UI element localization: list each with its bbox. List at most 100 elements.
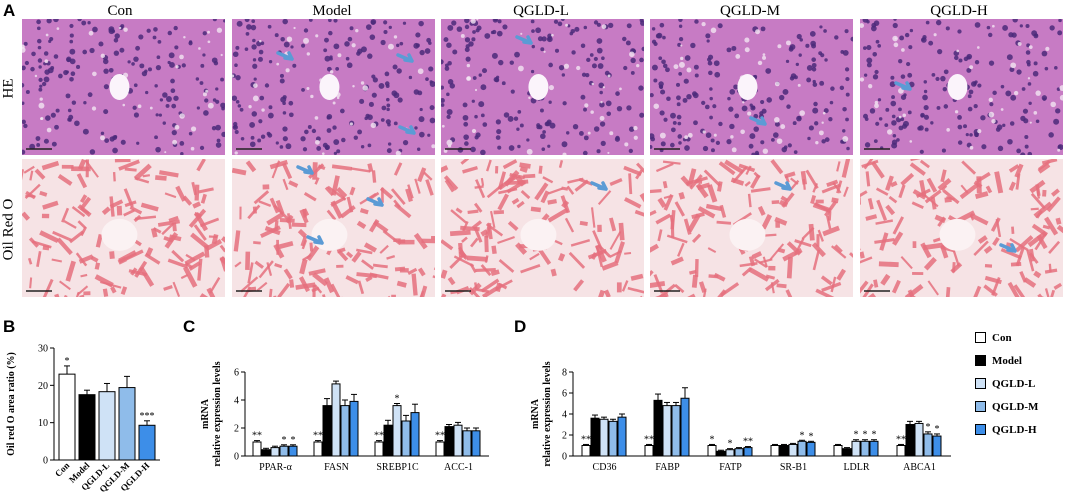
tissue-strand — [161, 222, 175, 236]
tissue-strand — [564, 217, 575, 233]
nucleus — [678, 36, 684, 42]
vacuole — [387, 43, 394, 50]
tissue-strand — [812, 249, 821, 271]
tissue-strand — [159, 170, 179, 178]
vacuole — [351, 43, 356, 48]
nucleus — [292, 63, 297, 68]
tissue-strand — [817, 229, 824, 242]
tissue-strand — [865, 171, 871, 187]
nucleus — [41, 81, 47, 87]
tissue-strand — [42, 245, 50, 251]
nucleus — [638, 85, 644, 91]
legend-swatch-qgld-h — [975, 424, 986, 435]
nucleus — [472, 30, 476, 34]
nucleus — [1027, 82, 1032, 86]
tissue-strand — [843, 186, 849, 197]
tissue-strand — [336, 264, 344, 268]
y-axis-label: mRNA — [530, 398, 541, 429]
nucleus — [571, 50, 576, 55]
vacuole — [441, 124, 445, 128]
tissue-strand — [534, 182, 549, 201]
vacuole — [976, 46, 980, 49]
vacuole — [774, 81, 780, 87]
vacuole — [56, 27, 60, 30]
tissue-strand — [194, 184, 200, 201]
arrow-marker — [749, 116, 767, 126]
vacuole — [762, 55, 767, 60]
bar-qgld-m — [118, 387, 136, 461]
nucleus — [82, 128, 89, 135]
tissue-strand — [498, 174, 518, 191]
nucleus — [1009, 67, 1015, 73]
vacuole — [686, 67, 692, 73]
nucleus — [942, 86, 948, 92]
nucleus — [282, 95, 287, 100]
significance-mark: ** — [252, 431, 262, 442]
nucleus — [628, 148, 633, 154]
panel-letter-d: D — [514, 317, 527, 336]
nucleus — [386, 107, 390, 112]
bar-con — [435, 441, 445, 457]
tissue-strand — [1030, 207, 1039, 211]
tissue-strand — [900, 172, 915, 186]
nucleus — [464, 24, 470, 30]
nucleus — [235, 100, 240, 104]
nucleus — [484, 33, 491, 39]
nucleus — [480, 149, 486, 155]
legend-item-qgld-h: QGLD-H — [975, 418, 1038, 441]
tissue-strand — [974, 191, 989, 199]
vacuole — [548, 84, 555, 91]
bar-qgld-m — [340, 405, 350, 457]
nucleus — [326, 114, 333, 120]
nucleus — [850, 36, 853, 42]
nucleus — [22, 101, 25, 106]
tissue-strand — [597, 190, 612, 206]
nucleus — [162, 121, 166, 125]
nucleus — [890, 75, 895, 80]
tissue-strand — [497, 236, 515, 244]
nucleus — [87, 21, 91, 25]
tissue-strand — [757, 205, 766, 216]
tissue-strand — [670, 256, 684, 266]
nucleus — [805, 43, 810, 48]
tissue-strand — [718, 161, 736, 176]
nucleus — [583, 135, 589, 141]
tissue-strand — [441, 269, 448, 279]
nucleus — [884, 123, 889, 127]
nucleus — [70, 71, 76, 76]
vacuole — [619, 87, 622, 91]
vacuole — [526, 148, 533, 155]
nucleus — [923, 114, 930, 120]
nucleus — [920, 114, 925, 118]
nucleus — [1056, 87, 1061, 91]
nucleus — [53, 54, 59, 59]
tissue-strand — [801, 226, 815, 240]
tissue-strand — [312, 162, 318, 180]
tissue-strand — [916, 188, 931, 198]
nucleus — [969, 133, 973, 137]
nucleus — [537, 36, 543, 42]
nucleus — [282, 111, 287, 115]
nucleus — [660, 141, 666, 147]
nucleus — [898, 59, 903, 64]
nucleus — [708, 70, 713, 76]
tissue-strand — [919, 159, 930, 169]
nucleus — [842, 106, 847, 112]
vacuole — [362, 85, 369, 91]
nucleus — [753, 126, 759, 132]
bar-qgld-l — [392, 405, 402, 457]
tissue-strand — [142, 174, 151, 178]
nucleus — [239, 107, 244, 112]
tissue-strand — [462, 221, 469, 232]
nucleus — [989, 102, 994, 107]
tissue-strand — [860, 280, 869, 295]
vacuole — [902, 113, 907, 118]
nucleus — [965, 133, 969, 137]
nucleus — [236, 20, 243, 27]
tissue-strand — [898, 184, 906, 199]
tissue-strand — [698, 281, 707, 293]
nucleus — [988, 32, 993, 38]
vacuole — [172, 139, 178, 145]
tissue-strand — [878, 261, 899, 268]
tissue-strand — [687, 168, 697, 188]
